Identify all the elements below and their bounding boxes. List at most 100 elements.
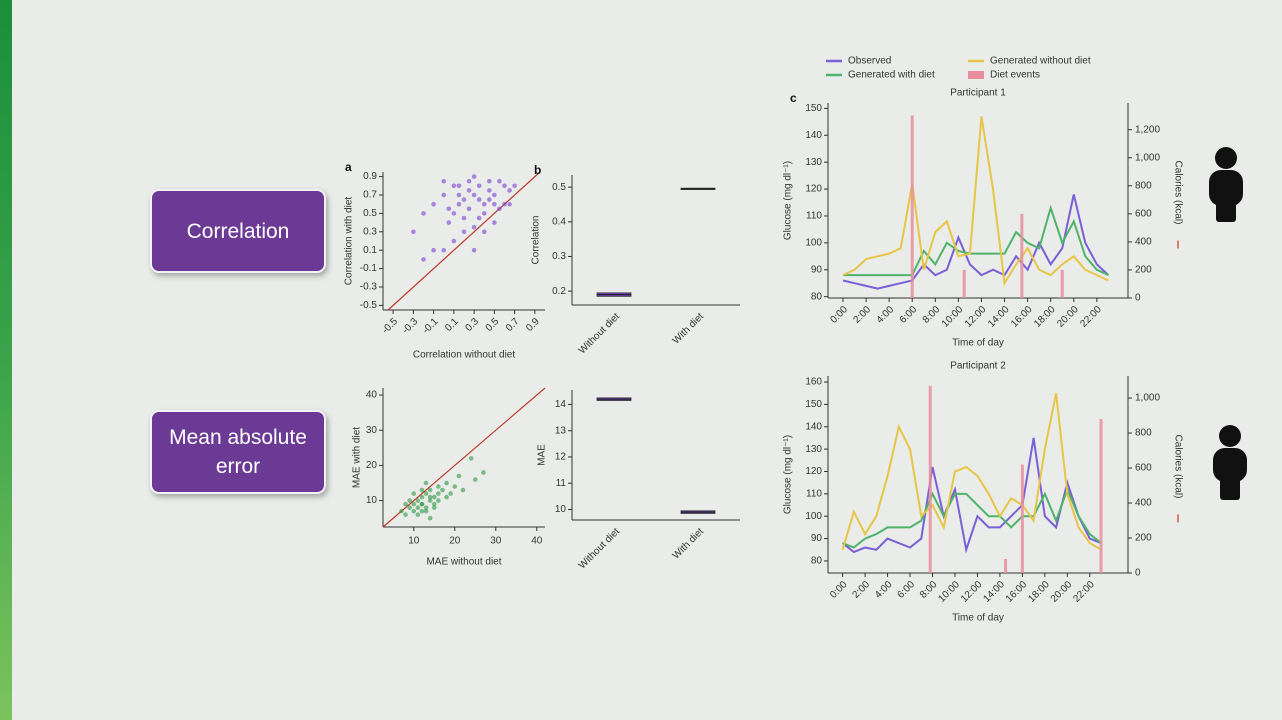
point xyxy=(456,192,462,198)
point xyxy=(476,183,482,189)
point xyxy=(431,247,436,253)
y2-tick-label: 600 xyxy=(1135,463,1152,474)
point xyxy=(431,501,437,507)
y2-tick-label: 800 xyxy=(1135,428,1152,439)
point xyxy=(421,257,426,262)
y-tick-label: 90 xyxy=(811,264,823,275)
x-tick-label: -0.1 xyxy=(421,316,441,336)
point xyxy=(427,494,433,500)
point xyxy=(476,215,482,221)
point xyxy=(411,229,416,235)
y2-tick-label: 0 xyxy=(1135,568,1141,579)
legend-label: Diet events xyxy=(990,70,1040,81)
point xyxy=(481,229,487,235)
x-tick-label: 0:00 xyxy=(828,304,850,326)
point xyxy=(461,197,467,202)
legend-label: Observed xyxy=(848,56,891,67)
y-tick-label: 30 xyxy=(366,425,378,436)
x-tick-label: 16:00 xyxy=(1004,579,1030,605)
point xyxy=(492,220,497,225)
y-tick-label: 130 xyxy=(805,157,822,168)
x-tick-label: 4:00 xyxy=(875,304,897,326)
series-line xyxy=(843,204,1109,277)
y-tick-label: 0.9 xyxy=(363,171,377,182)
point xyxy=(399,508,404,514)
y-tick-label: 0.4 xyxy=(552,216,566,227)
x-axis-label: Time of day xyxy=(952,613,1004,624)
legend-swatch xyxy=(968,71,984,79)
diet-event xyxy=(1020,213,1024,298)
x-tick-label: 12:00 xyxy=(959,579,985,605)
x-tick-label: With diet xyxy=(671,526,706,561)
diet-event xyxy=(1020,464,1024,573)
y-tick-label: 12 xyxy=(555,452,567,463)
point xyxy=(471,247,477,253)
y2-tick-label: 200 xyxy=(1135,533,1152,544)
point xyxy=(472,477,478,482)
point xyxy=(431,201,436,207)
y2-tick-label: 0 xyxy=(1135,293,1141,304)
x-tick-label: 12:00 xyxy=(963,304,989,330)
panel-label: c xyxy=(790,91,797,105)
point xyxy=(507,188,512,193)
point xyxy=(415,512,421,517)
y2-tick-label: 1,000 xyxy=(1135,393,1160,404)
y-axis-label: Correlation xyxy=(531,216,542,265)
x-axis-label: Correlation without diet xyxy=(413,350,515,361)
x-tick-label: 16:00 xyxy=(1009,304,1035,330)
point xyxy=(423,508,429,514)
point xyxy=(466,206,472,212)
y-tick-label: 10 xyxy=(366,495,378,506)
x-tick-label: 10:00 xyxy=(940,304,966,330)
point xyxy=(487,178,492,184)
point xyxy=(446,206,452,212)
point xyxy=(427,515,433,521)
diet-event xyxy=(1004,559,1008,573)
point xyxy=(456,183,462,189)
x-tick-label: 20 xyxy=(449,536,461,547)
y2-tick-label: 800 xyxy=(1135,180,1152,191)
y-tick-label: 100 xyxy=(805,238,822,249)
point xyxy=(452,484,458,489)
point xyxy=(451,211,457,216)
diet-event xyxy=(910,115,914,298)
x-axis-label: Time of day xyxy=(952,338,1004,349)
y-tick-label: 110 xyxy=(806,211,822,222)
y-tick-label: 90 xyxy=(811,533,823,544)
panel-label: a xyxy=(345,160,352,174)
point xyxy=(411,491,417,496)
y-tick-label: 0.5 xyxy=(552,182,566,193)
x-tick-label: With diet xyxy=(671,311,706,346)
x-tick-label: -0.3 xyxy=(400,316,420,336)
y2-tick-label: 200 xyxy=(1135,265,1152,276)
y-tick-label: 0.3 xyxy=(552,251,566,262)
y-tick-label: 150 xyxy=(805,399,822,410)
identity-line xyxy=(387,171,541,311)
x-tick-label: 14:00 xyxy=(981,579,1007,605)
point xyxy=(436,498,441,503)
x-tick-label: Without diet xyxy=(577,526,622,571)
x-tick-label: 20:00 xyxy=(1049,579,1075,605)
y-tick-label: 150 xyxy=(805,103,822,114)
y2-tick-label: 400 xyxy=(1135,498,1152,509)
point xyxy=(497,178,502,184)
x-tick-label: 10:00 xyxy=(936,579,962,605)
y-tick-label: 0.1 xyxy=(363,245,377,256)
point xyxy=(444,480,449,486)
diet-event xyxy=(962,269,966,298)
point xyxy=(415,505,421,510)
point xyxy=(481,211,487,216)
y-tick-label: 20 xyxy=(366,460,378,471)
legend-label: Generated with diet xyxy=(848,70,935,81)
point xyxy=(471,192,477,198)
point xyxy=(423,480,429,486)
point xyxy=(448,491,453,496)
point xyxy=(456,201,462,207)
y-tick-label: 14 xyxy=(555,399,567,410)
x-tick-label: 40 xyxy=(531,536,543,547)
diet-event xyxy=(1099,419,1103,573)
series-line xyxy=(841,393,1102,551)
person-icon xyxy=(1213,425,1247,500)
panel-label: b xyxy=(534,163,541,177)
